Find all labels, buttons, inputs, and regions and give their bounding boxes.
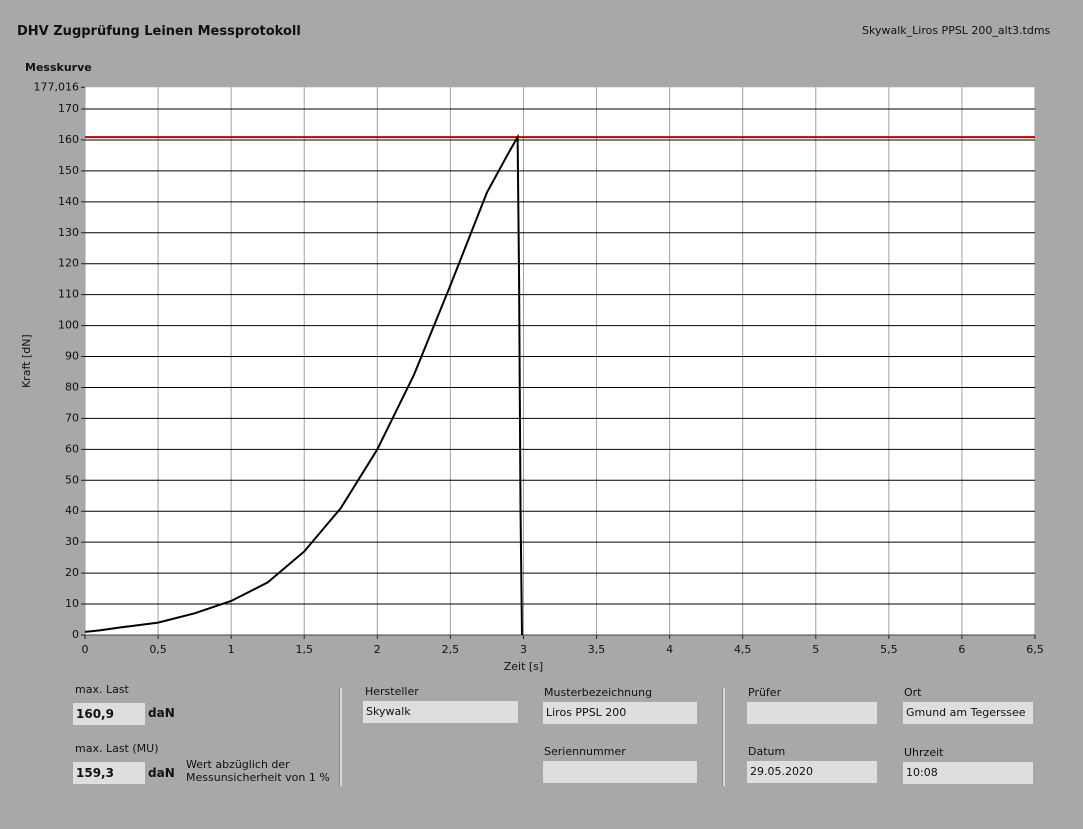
x-tick-label: 4,5: [734, 643, 752, 656]
y-tick-label: 70: [65, 411, 79, 424]
y-tick-label: 160: [58, 133, 79, 146]
chart: Messkurve 0 0,5 1 1,5 2 2,5 3 3,5 4 4,5 5 5,5 6 6,5 0 10…: [20, 61, 1044, 673]
chart-title: Messkurve: [25, 61, 92, 74]
x-tick-label: 1,5: [295, 643, 313, 656]
y-tick-label: 120: [58, 257, 79, 270]
note: Wert abzüglich der: [186, 758, 290, 771]
field-label: max. Last: [75, 683, 129, 696]
field-label: Uhrzeit: [904, 746, 944, 759]
text-field: [543, 761, 697, 783]
y-tick-label: 90: [65, 350, 79, 363]
field-label: Musterbezeichnung: [544, 686, 653, 699]
plot-area: [85, 87, 1035, 635]
text-field: 29.05.2020: [747, 761, 877, 783]
field-label: Hersteller: [365, 685, 419, 698]
x-tick-label: 0: [82, 643, 89, 656]
window-title: DHV Zugprüfung Leinen Messprotokoll: [17, 24, 301, 39]
x-tick-label: 2,5: [442, 643, 460, 656]
x-tick-label: 6: [958, 643, 965, 656]
y-tick-label: 30: [65, 535, 79, 548]
x-tick-label: 6,5: [1026, 643, 1044, 656]
text-field: 10:08: [903, 762, 1033, 784]
field-label: Ort: [904, 686, 922, 699]
text-field: Gmund am Tegerssee: [903, 702, 1033, 724]
separator: [722, 688, 725, 786]
result-field: 160,9: [73, 703, 145, 725]
y-tick-label: 50: [65, 473, 79, 486]
x-tick-label: 5: [812, 643, 819, 656]
unit: daN: [148, 706, 175, 720]
y-tick-label: 80: [65, 380, 79, 393]
field-label: Prüfer: [748, 686, 782, 699]
field-label: Datum: [748, 745, 786, 758]
field-label: max. Last (MU): [75, 742, 159, 755]
y-tick-label: 20: [65, 566, 79, 579]
x-tick-label: 3,5: [588, 643, 606, 656]
x-tick-label: 5,5: [880, 643, 898, 656]
y-tick-label: 40: [65, 504, 79, 517]
y-tick-label: 177,016: [34, 80, 80, 93]
note: Messunsicherheit von 1 %: [186, 771, 330, 784]
x-tick-label: 4: [666, 643, 673, 656]
unit: daN: [148, 766, 175, 780]
x-tick-label: 2: [374, 643, 381, 656]
y-tick-label: 60: [65, 442, 79, 455]
x-tick-label: 1: [228, 643, 235, 656]
file-name: Skywalk_Liros PPSL 200_alt3.tdms: [862, 24, 1051, 37]
field-label: Seriennummer: [544, 745, 626, 758]
y-tick-label: 10: [65, 597, 79, 610]
x-tick-label: 0,5: [149, 643, 167, 656]
text-field: Liros PPSL 200: [543, 702, 697, 724]
y-tick-label: 150: [58, 164, 79, 177]
y-tick-label: 0: [72, 628, 79, 641]
x-tick-label: 3: [520, 643, 527, 656]
y-tick-label: 110: [58, 288, 79, 301]
y-axis-label: Kraft [dN]: [20, 334, 33, 388]
x-axis-label: Zeit [s]: [504, 660, 543, 673]
y-tick-label: 170: [58, 102, 79, 115]
text-field: Skywalk: [363, 701, 518, 723]
text-field: [747, 702, 877, 724]
y-tick-label: 130: [58, 226, 79, 239]
y-tick-label: 100: [58, 319, 79, 332]
separator: [339, 688, 342, 786]
result-field: 159,3: [73, 762, 145, 784]
y-tick-label: 140: [58, 195, 79, 208]
curve: [84, 133, 523, 636]
